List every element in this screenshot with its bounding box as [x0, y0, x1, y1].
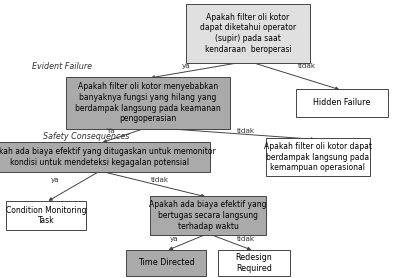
Text: Apakah ada biaya efektif yang
bertugas secara langsung
terhadap waktu: Apakah ada biaya efektif yang bertugas s…	[149, 200, 267, 231]
FancyBboxPatch shape	[186, 4, 310, 63]
Text: ya: ya	[51, 177, 60, 183]
Text: Apakah ada biaya efektif yang ditugaskan untuk memonitor
kondisi untuk mendeteks: Apakah ada biaya efektif yang ditugaskan…	[0, 147, 216, 167]
Text: tidak: tidak	[237, 235, 255, 242]
Text: tidak: tidak	[237, 128, 255, 135]
Text: Evident Failure: Evident Failure	[32, 62, 92, 71]
FancyBboxPatch shape	[126, 250, 206, 276]
Text: Apakah filter oli kotor dapat
berdampak langsung pada
kemampuan operasional: Apakah filter oli kotor dapat berdampak …	[264, 142, 372, 172]
Text: Redesign
Required: Redesign Required	[236, 253, 272, 273]
FancyBboxPatch shape	[0, 142, 210, 172]
FancyBboxPatch shape	[6, 201, 86, 230]
Text: tidak: tidak	[298, 63, 316, 69]
FancyBboxPatch shape	[266, 138, 370, 176]
FancyBboxPatch shape	[150, 196, 266, 235]
Text: Apakah filter oli kotor menyebabkan
banyaknya fungsi yang hilang yang
berdampak : Apakah filter oli kotor menyebabkan bany…	[75, 82, 221, 123]
Text: Time Directed: Time Directed	[138, 258, 194, 267]
Text: Hidden Failure: Hidden Failure	[313, 98, 371, 107]
Text: Apakah filter oli kotor
dapat diketahui operator
(supir) pada saat
kendaraan  be: Apakah filter oli kotor dapat diketahui …	[200, 13, 296, 54]
FancyBboxPatch shape	[218, 250, 290, 276]
Text: tidak: tidak	[151, 177, 169, 183]
FancyBboxPatch shape	[66, 77, 230, 128]
Text: ya: ya	[182, 63, 190, 69]
FancyBboxPatch shape	[296, 89, 388, 117]
Text: Safety Consequences: Safety Consequences	[43, 132, 129, 141]
Text: Condition Monitoring
Task: Condition Monitoring Task	[6, 205, 86, 225]
Text: Ya: Ya	[107, 128, 115, 135]
Text: ya: ya	[170, 235, 178, 242]
